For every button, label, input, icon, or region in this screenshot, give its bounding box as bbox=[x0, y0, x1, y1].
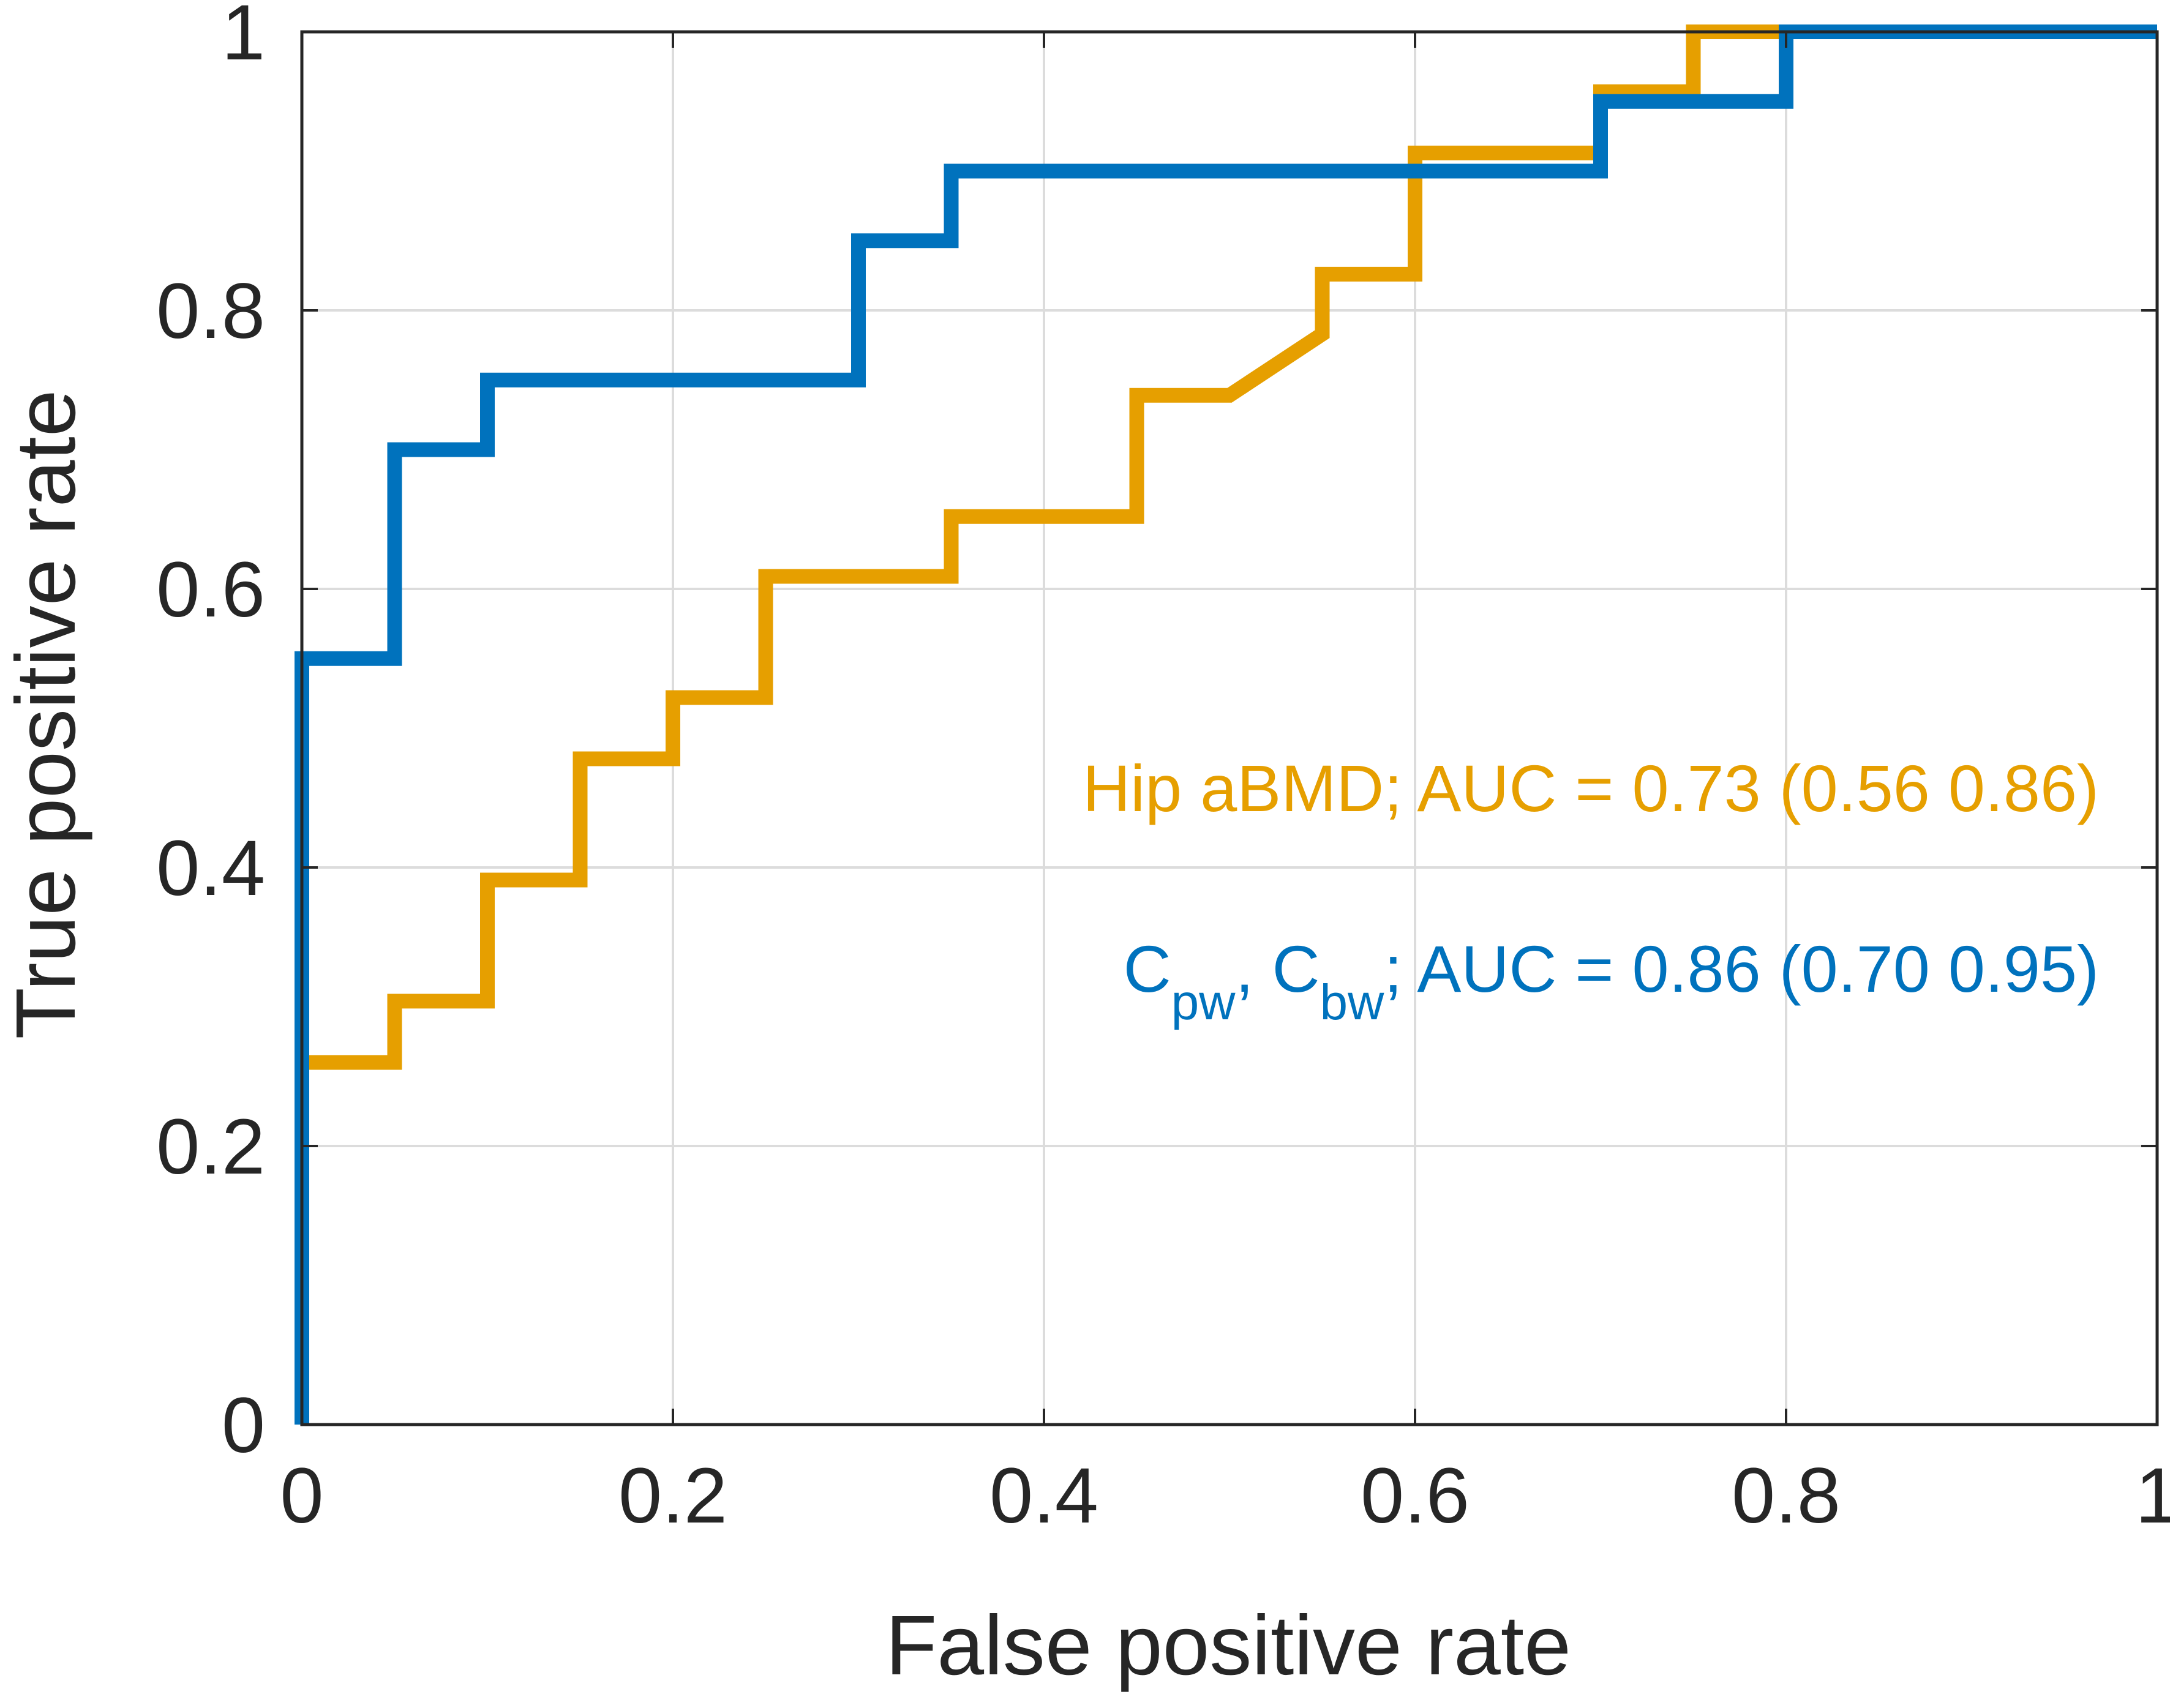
legend-cpw-cbw: Cpw, Cbw; AUC = 0.86 (0.70 0.95) bbox=[1124, 932, 2099, 1030]
legend-sep: , bbox=[1235, 932, 1272, 1006]
y-tick-label: 0.8 bbox=[156, 268, 265, 355]
y-tick-label: 0.4 bbox=[156, 825, 265, 912]
x-tick-label: 0 bbox=[280, 1452, 323, 1540]
ticks bbox=[301, 31, 2158, 1426]
legend-rest: ; AUC = 0.86 (0.70 0.95) bbox=[1384, 932, 2099, 1006]
y-tick-label: 0.6 bbox=[156, 546, 265, 634]
x-tick-label: 1 bbox=[2135, 1452, 2170, 1540]
legend-sub-pw: pw bbox=[1171, 975, 1236, 1030]
y-axis-label: True positive rate bbox=[0, 389, 93, 1039]
x-tick-label: 0.6 bbox=[1361, 1452, 1470, 1540]
series-line-cpw-cbw bbox=[295, 24, 2157, 1425]
axes-box bbox=[300, 30, 2159, 1426]
y-tick-label: 0.2 bbox=[156, 1103, 265, 1191]
x-tick-label: 0.4 bbox=[989, 1452, 1098, 1540]
y-tick-label: 1 bbox=[222, 0, 265, 77]
tick-labels: 0 0.2 0.4 0.6 0.8 1 0 0.2 0.4 0.6 0.8 1 bbox=[156, 0, 2170, 1540]
legend-hip-abmd: Hip aBMD; AUC = 0.73 (0.56 0.86) bbox=[1083, 751, 2099, 825]
x-tick-label: 0.8 bbox=[1732, 1452, 1841, 1540]
x-axis-label: False positive rate bbox=[885, 1598, 1571, 1693]
series-group bbox=[295, 24, 2157, 1425]
x-tick-label: 0.2 bbox=[618, 1452, 727, 1540]
legend-sub-bw: bw bbox=[1320, 975, 1384, 1030]
legend-c2: C bbox=[1272, 932, 1320, 1006]
y-tick-label: 0 bbox=[222, 1382, 265, 1469]
legend-c1: C bbox=[1124, 932, 1171, 1006]
